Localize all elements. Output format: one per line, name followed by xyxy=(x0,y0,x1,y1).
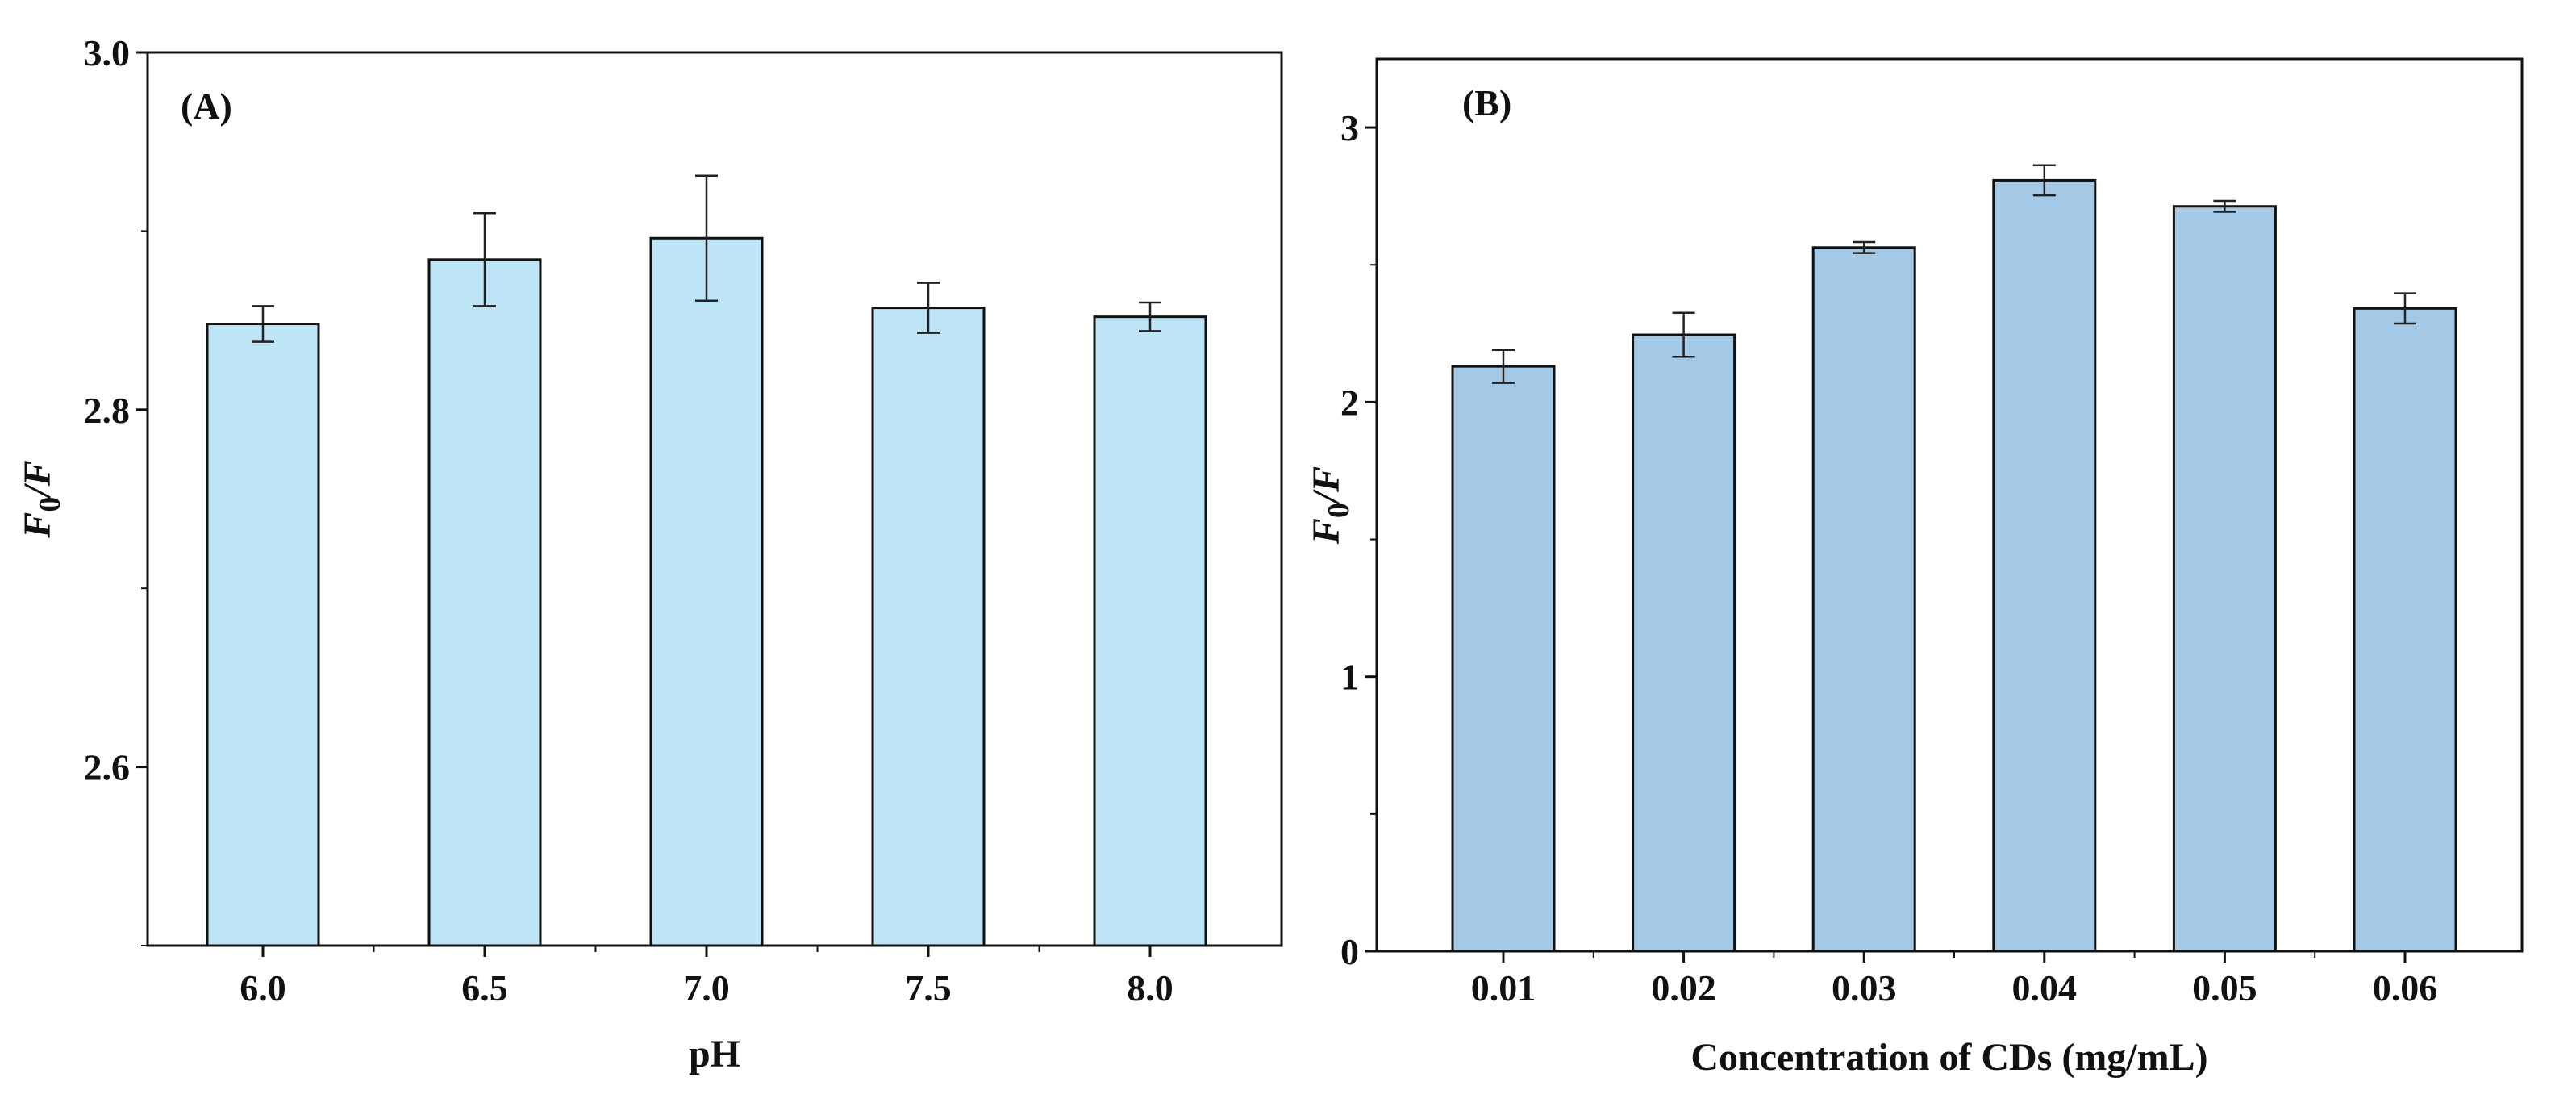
y-tick-label: 2 xyxy=(1340,382,1359,423)
y-label-main: F xyxy=(16,512,59,539)
x-tick-label: 0.01 xyxy=(1471,967,1536,1009)
x-axis-label: Concentration of CDs (mg/mL) xyxy=(1690,1036,2207,1079)
x-tick-label: 8.0 xyxy=(1127,967,1173,1009)
plot-frame xyxy=(146,51,1283,947)
bar xyxy=(2172,205,2277,953)
bar xyxy=(427,258,542,947)
x-tick-label: 6.0 xyxy=(240,967,286,1009)
bar xyxy=(871,307,986,947)
bar xyxy=(2353,307,2457,953)
y-label-rest: /F xyxy=(1305,466,1348,505)
y-axis-label: F0/F xyxy=(16,460,67,538)
panel-label: (A) xyxy=(181,86,232,127)
bar xyxy=(1811,246,1916,953)
x-tick-label: 0.02 xyxy=(1651,967,1716,1009)
x-tick-label: 0.03 xyxy=(1832,967,1897,1009)
plot-frame xyxy=(1375,57,2524,953)
y-tick-label: 2.8 xyxy=(84,390,131,431)
bar xyxy=(1992,178,2097,953)
panel-a: 6.0 6.5 7.0 7.5 8.0 2.6 2.8 3.0 (A) pH F0/F xyxy=(16,32,1283,1075)
x-tick-label: 0.04 xyxy=(2012,967,2078,1009)
y-axis-label: F0/F xyxy=(1305,466,1356,545)
y-tick-label: 2.6 xyxy=(84,747,131,788)
y-tick-label: 1 xyxy=(1340,657,1359,698)
y-label-main: F xyxy=(1305,518,1348,545)
panel-label: (B) xyxy=(1462,82,1511,123)
x-tick-label: 0.06 xyxy=(2373,967,2438,1009)
bar xyxy=(1451,365,1556,953)
x-tick-label: 7.5 xyxy=(905,967,952,1009)
x-tick-label: 0.05 xyxy=(2192,967,2257,1009)
x-axis-label: pH xyxy=(689,1033,740,1075)
x-tick-label: 6.5 xyxy=(461,967,508,1009)
y-tick-label: 3.0 xyxy=(84,32,131,73)
panel-b: 0.01 0.02 0.03 0.04 0.05 0.06 0 1 2 3 (B) Concentra… xyxy=(1305,57,2524,1079)
bar xyxy=(1093,315,1207,947)
bar xyxy=(206,323,320,947)
y-label-subscript: 0 xyxy=(1322,503,1356,518)
y-label-rest: /F xyxy=(16,460,59,499)
y-tick-label: 0 xyxy=(1340,931,1359,972)
bar xyxy=(1632,333,1736,953)
bar xyxy=(649,236,764,947)
y-label-subscript: 0 xyxy=(33,497,67,512)
y-tick-label: 3 xyxy=(1340,107,1359,148)
x-tick-label: 7.0 xyxy=(683,967,730,1009)
